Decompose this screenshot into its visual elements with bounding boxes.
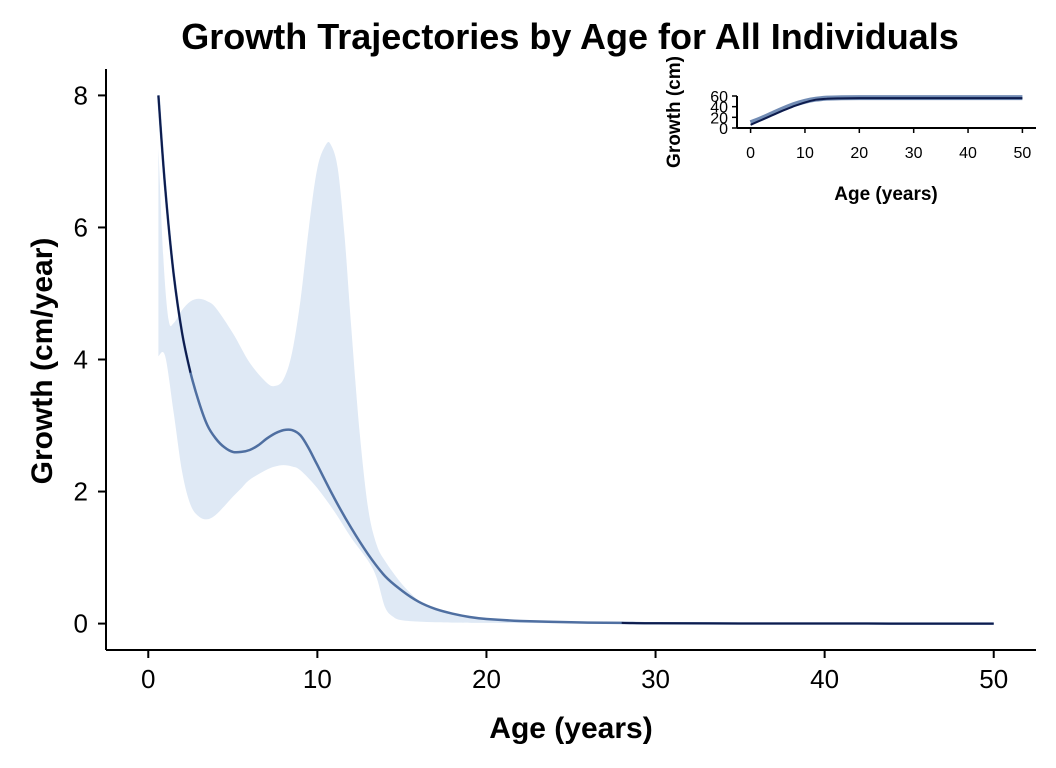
inset-x-tick-label: 30 — [905, 145, 923, 162]
inset-y-tick-label: 20 — [710, 110, 728, 127]
inset-x-tick-label: 40 — [959, 145, 977, 162]
y-tick-label: 2 — [74, 477, 88, 507]
mean-growth-line — [157, 95, 994, 625]
x-tick-label: 50 — [979, 664, 1008, 694]
x-tick-label: 40 — [810, 664, 839, 694]
y-ticks: 0 2 4 6 8 — [74, 80, 106, 639]
inset-x-ticks: 0 10 20 30 40 50 — [746, 128, 1031, 162]
main-plot: 0 10 20 30 40 50 0 2 4 6 8 — [74, 69, 1036, 694]
inset-x-tick-label: 0 — [746, 145, 755, 162]
y-tick-label: 8 — [74, 80, 88, 110]
inset-y-tick-label: 60 — [710, 89, 728, 106]
y-tick-label: 6 — [74, 212, 88, 242]
mean-growth-line-dark — [157, 95, 994, 625]
y-axis-label: Growth (cm/year) — [26, 238, 59, 485]
x-axis-label: Age (years) — [489, 712, 652, 745]
inset-x-tick-label: 20 — [850, 145, 868, 162]
x-tick-label: 0 — [141, 664, 155, 694]
inset-growth-line-1 — [749, 95, 1023, 126]
inset-x-axis-label: Age (years) — [834, 184, 938, 205]
x-tick-label: 10 — [303, 664, 332, 694]
confidence-band — [158, 142, 994, 624]
x-tick-label: 30 — [641, 664, 670, 694]
inset-growth-line-2 — [750, 97, 1023, 126]
y-tick-label: 0 — [74, 609, 88, 639]
inset-x-tick-label: 50 — [1014, 145, 1032, 162]
inset-y-tick-label: 40 — [710, 100, 728, 117]
inset-x-tick-label: 10 — [796, 145, 814, 162]
x-tick-label: 20 — [472, 664, 501, 694]
chart-title: Growth Trajectories by Age for All Indiv… — [181, 16, 958, 57]
inset-y-axis-label: Growth (cm) — [664, 56, 685, 168]
inset-y-tick-label: 0 — [719, 121, 728, 138]
x-ticks: 0 10 20 30 40 50 — [141, 650, 1008, 694]
y-tick-label: 4 — [74, 345, 88, 375]
